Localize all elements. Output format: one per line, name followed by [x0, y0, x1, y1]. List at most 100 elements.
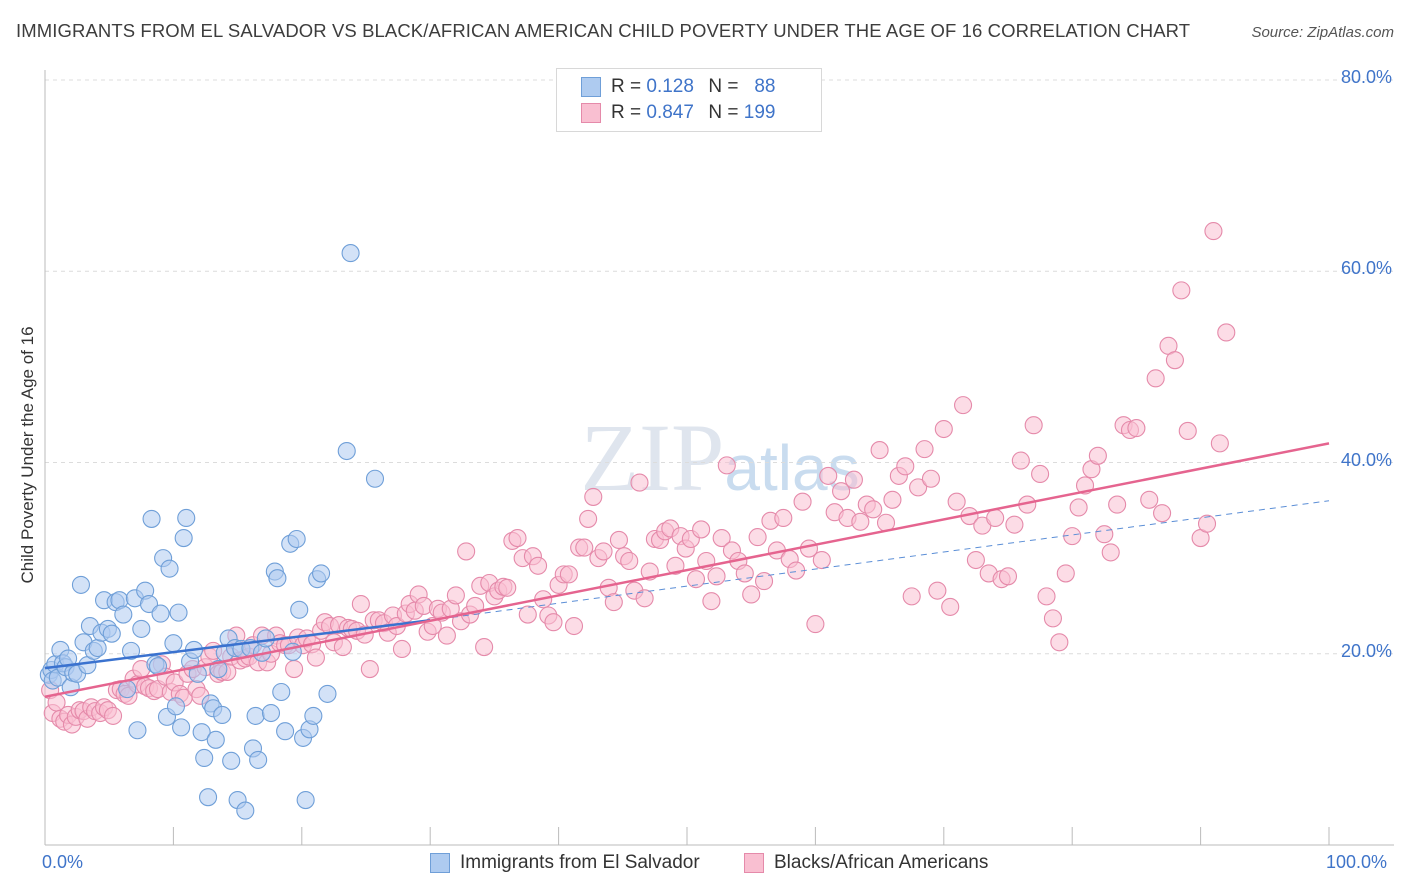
blacks-african-americans-point [498, 578, 517, 597]
blacks-african-americans-point [1024, 416, 1043, 435]
blacks-african-americans-point [1050, 633, 1069, 652]
immigrants-el-salvador-point [118, 680, 137, 699]
immigrants-el-salvador-point [213, 705, 232, 725]
legend-label: Immigrants from El Salvador [460, 852, 700, 873]
blacks-african-americans-point [806, 615, 825, 634]
blacks-african-americans-point [986, 508, 1005, 528]
legend-swatch-pink [744, 853, 764, 873]
blacks-african-americans-point [819, 466, 838, 485]
blacks-african-americans-point [446, 586, 465, 605]
series-immigrants-el-salvador [39, 244, 385, 820]
blacks-african-americans-point [717, 456, 736, 475]
immigrants-el-salvador-point [268, 569, 287, 588]
blacks-african-americans-point [559, 565, 578, 584]
blacks-african-americans-point [620, 551, 639, 571]
legend-label: Blacks/African Americans [774, 852, 989, 873]
immigrants-el-salvador-point [71, 575, 91, 594]
blacks-african-americans-point [360, 659, 379, 679]
blacks-african-americans-point [864, 500, 883, 519]
blacks-african-americans-point [774, 508, 793, 528]
immigrants-el-salvador-point [246, 706, 265, 725]
immigrants-el-salvador-point [304, 706, 323, 725]
immigrants-el-salvador-point [206, 730, 225, 749]
n-value: 199 [743, 102, 776, 123]
blacks-african-americans-point [954, 396, 973, 415]
blacks-african-americans-point [351, 594, 370, 614]
blacks-african-americans-point [1146, 369, 1165, 388]
immigrants-el-salvador-point [169, 603, 188, 622]
blacks-african-americans-point [902, 587, 921, 606]
immigrants-el-salvador-point [177, 508, 196, 528]
immigrants-el-salvador-point [341, 244, 360, 263]
immigrants-el-salvador-point [164, 634, 183, 653]
blacks-african-americans-point [437, 626, 456, 645]
blacks-african-americans-point [635, 589, 654, 608]
blacks-african-americans-point [844, 470, 863, 489]
trend-line-blue [44, 619, 431, 670]
stats-legend-row-blue: R = 0.128 N = 88 [581, 75, 775, 99]
blacks-african-americans-point [812, 550, 831, 570]
immigrants-el-salvador-point [287, 529, 306, 549]
blacks-african-americans-point [579, 509, 598, 528]
blacks-african-americans-point [1165, 351, 1184, 370]
immigrants-el-salvador-point [296, 791, 315, 810]
blacks-african-americans-point [832, 482, 851, 501]
immigrants-el-salvador-point [142, 509, 161, 528]
immigrants-el-salvador-point [199, 788, 218, 807]
blacks-african-americans-point [1031, 464, 1050, 484]
blacks-african-americans-point [883, 490, 902, 509]
blacks-african-americans-point [742, 585, 761, 604]
immigrants-el-salvador-point [192, 723, 211, 742]
legend-item-immigrants: Immigrants from El Salvador [430, 852, 700, 874]
immigrants-el-salvador-point [88, 638, 107, 658]
immigrants-el-salvador-point [290, 600, 309, 619]
blacks-african-americans-point [457, 542, 476, 561]
blacks-african-americans-point [1153, 504, 1172, 523]
blacks-african-americans-point [941, 597, 960, 616]
blacks-african-americans-point [1140, 490, 1159, 509]
blacks-african-americans-point [947, 492, 966, 511]
legend-swatch-blue [430, 853, 450, 873]
blacks-african-americans-point [966, 550, 985, 570]
blacks-african-americans-point [666, 556, 685, 575]
blacks-african-americans-point [1178, 421, 1197, 440]
immigrants-el-salvador-point [172, 718, 191, 737]
blacks-african-americans-point [508, 528, 527, 548]
legend-swatch-blue [581, 77, 601, 97]
blacks-african-americans-point [609, 530, 628, 550]
blacks-african-americans-point [333, 638, 352, 657]
chart-source: Source: ZipAtlas.com [1251, 24, 1394, 41]
immigrants-el-salvador-point [102, 624, 121, 643]
stats-legend-row-pink: R = 0.847 N = 199 [581, 101, 775, 125]
blacks-african-americans-point [1095, 525, 1114, 544]
blacks-african-americans-point [1197, 514, 1217, 533]
immigrants-el-salvador-point [365, 469, 385, 488]
trend-lines [44, 442, 1330, 699]
blacks-african-americans-point [1043, 609, 1062, 628]
blacks-african-americans-point [285, 659, 304, 679]
immigrants-el-salvador-point [151, 604, 170, 623]
y-tick-label-40: 40.0% [1340, 449, 1392, 470]
blacks-african-americans-point [594, 542, 613, 561]
immigrants-el-salvador-point [195, 748, 214, 768]
immigrants-el-salvador-point [209, 659, 228, 679]
immigrants-el-salvador-point [272, 682, 291, 702]
blacks-african-americans-point [928, 581, 947, 600]
blacks-african-americans-point [544, 613, 563, 632]
immigrants-el-salvador-point [114, 605, 133, 624]
immigrants-el-salvador-point [174, 528, 193, 548]
blacks-african-americans-point [896, 457, 915, 476]
immigrants-el-salvador-point [188, 664, 207, 683]
blacks-african-americans-point [748, 528, 767, 547]
n-label: N = [708, 102, 739, 123]
immigrants-el-salvador-point [160, 559, 179, 578]
blacks-african-americans-point [1011, 451, 1030, 470]
blacks-african-americans-point [1217, 323, 1236, 342]
immigrants-el-salvador-point [166, 697, 186, 716]
blacks-african-americans-point [909, 478, 928, 497]
blacks-african-americans-point [104, 706, 123, 725]
y-tick-label-80: 80.0% [1340, 67, 1392, 87]
blacks-african-americans-point [575, 538, 594, 557]
immigrants-el-salvador-point [121, 641, 141, 660]
